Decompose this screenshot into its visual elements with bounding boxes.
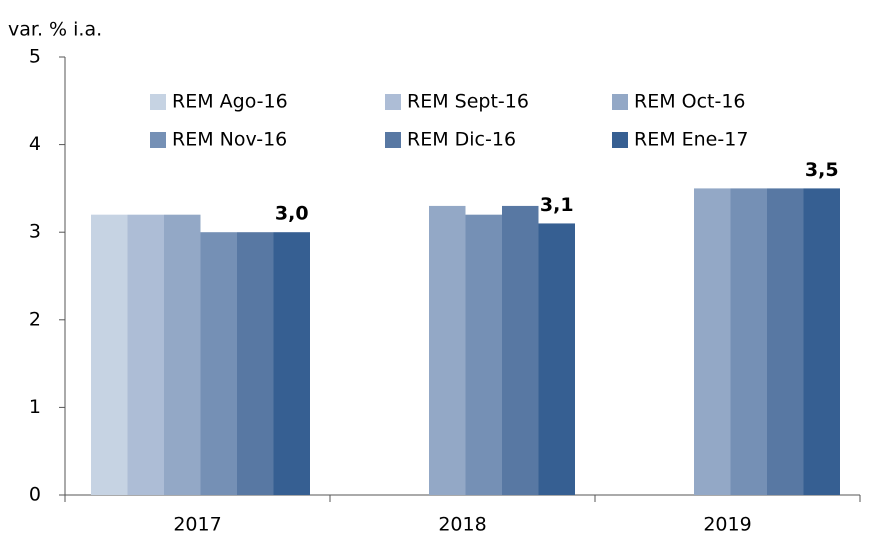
legend-label: REM Sept-16 [407, 91, 529, 113]
x-tick-label: 2017 [173, 514, 221, 536]
y-tick-label: 5 [29, 46, 41, 68]
legend-label: REM Dic-16 [407, 129, 516, 151]
legend-swatch [612, 94, 628, 110]
y-tick-label: 1 [29, 396, 41, 418]
bar [803, 188, 840, 495]
legend-label: REM Oct-16 [634, 91, 746, 113]
legend-label: REM Nov-16 [172, 129, 287, 151]
bar [200, 232, 237, 495]
y-tick-label: 0 [29, 484, 41, 506]
bar [164, 214, 201, 495]
bar [767, 188, 804, 495]
y-tick-label: 2 [29, 308, 41, 330]
legend-swatch [150, 132, 166, 148]
y-axis-label: var. % i.a. [8, 19, 102, 41]
legend-label: REM Ene-17 [634, 129, 748, 151]
bar [538, 223, 575, 495]
bar [273, 232, 310, 495]
y-tick-label: 3 [29, 221, 41, 243]
data-label: 3,0 [275, 203, 309, 225]
bar [429, 205, 466, 496]
x-tick-label: 2018 [438, 514, 486, 536]
bar [91, 214, 128, 495]
x-tick-label: 2019 [703, 514, 751, 536]
bar [237, 232, 274, 495]
data-label: 3,1 [540, 194, 574, 216]
bar [694, 188, 731, 495]
bar [502, 205, 539, 496]
bar [465, 214, 502, 495]
legend-swatch [385, 132, 401, 148]
legend-label: REM Ago-16 [172, 91, 288, 113]
bar [127, 214, 164, 495]
legend-swatch [150, 94, 166, 110]
bar [730, 188, 767, 495]
y-tick-label: 4 [29, 133, 41, 155]
legend-swatch [612, 132, 628, 148]
legend-swatch [385, 94, 401, 110]
data-label: 3,5 [805, 159, 839, 181]
